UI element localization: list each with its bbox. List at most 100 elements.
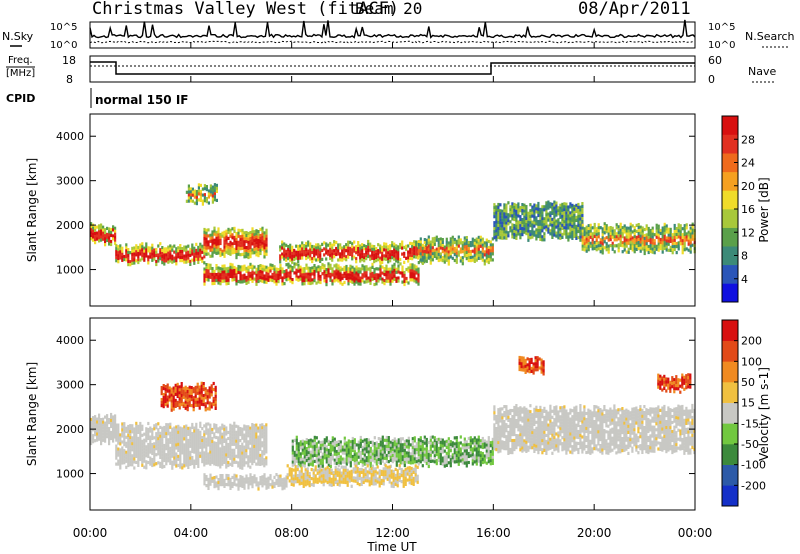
heatmap-cell: [391, 276, 394, 280]
heatmap-cell: [313, 435, 316, 439]
heatmap-cell: [603, 228, 606, 232]
heatmap-cell: [565, 229, 568, 233]
heatmap-cell: [449, 243, 452, 247]
heatmap-cell: [325, 439, 328, 443]
heatmap-cell: [585, 246, 588, 250]
heatmap-cell: [683, 242, 686, 246]
heatmap-cell: [207, 234, 210, 238]
heatmap-cell: [169, 434, 172, 438]
heatmap-cell: [176, 400, 179, 404]
heatmap-cell: [371, 271, 374, 275]
heatmap-cell: [193, 441, 196, 445]
heatmap-cell: [205, 231, 208, 235]
heatmap-cell: [377, 273, 380, 277]
heatmap-cell: [395, 247, 398, 251]
heatmap-cell: [671, 251, 674, 255]
heatmap-cell: [181, 433, 184, 437]
heatmap-cell: [279, 272, 282, 277]
heatmap-cell: [198, 388, 201, 392]
heatmap-cell: [195, 257, 198, 261]
heatmap-cell: [339, 461, 342, 465]
heatmap-cell: [539, 222, 542, 226]
heatmap-cell: [689, 250, 692, 254]
heatmap-cell: [209, 263, 212, 267]
heatmap-cell: [201, 448, 204, 452]
heatmap-cell: [217, 233, 220, 237]
heatmap-cell: [237, 264, 240, 269]
heatmap-cell: [311, 439, 314, 443]
heatmap-cell: [325, 283, 328, 287]
heatmap-cell: [537, 231, 540, 236]
heatmap-cell: [170, 399, 173, 403]
heatmap-cell: [447, 244, 450, 248]
heatmap-cell: [295, 456, 298, 460]
heatmap-cell: [121, 431, 124, 435]
heatmap-cell: [645, 224, 648, 228]
heatmap-cell: [381, 260, 384, 264]
heatmap-cell: [127, 260, 130, 264]
heatmap-cell: [223, 233, 226, 237]
heatmap-cell: [423, 247, 426, 251]
heatmap-cell: [100, 418, 103, 422]
heatmap-cell: [411, 443, 414, 447]
heatmap-cell: [579, 238, 582, 242]
heatmap-cell: [611, 235, 614, 239]
heatmap-cell: [309, 444, 312, 448]
heatmap-cell: [647, 232, 650, 237]
heatmap-cell: [309, 272, 312, 277]
heatmap-cell: [191, 422, 194, 427]
heatmap-cell: [297, 442, 300, 446]
heatmap-cell: [209, 233, 212, 237]
heatmap-cell: [209, 432, 212, 436]
heatmap-cell: [587, 242, 590, 246]
heatmap-cell: [221, 432, 224, 436]
heatmap-cell: [215, 459, 218, 464]
heatmap-cell: [691, 237, 694, 241]
heatmap-cell: [315, 457, 318, 461]
heatmap-cell: [371, 247, 374, 251]
heatmap-cell: [104, 427, 107, 431]
heatmap-cell: [212, 402, 215, 407]
heatmap-cell: [617, 246, 620, 250]
heatmap-cell: [585, 240, 588, 244]
heatmap-cell: [365, 274, 368, 278]
heatmap-cell: [193, 465, 196, 469]
heatmap-cell: [265, 271, 268, 275]
heatmap-cell: [493, 233, 496, 237]
heatmap-cell: [201, 193, 204, 197]
heatmap-cell: [299, 256, 302, 260]
heatmap-cell: [511, 235, 514, 239]
heatmap-cell: [201, 199, 204, 203]
heatmap-cell: [106, 432, 109, 436]
heatmap-cell: [393, 277, 396, 281]
heatmap-cell: [265, 234, 268, 238]
heatmap-cell: [213, 479, 216, 483]
heatmap-cell: [511, 208, 514, 212]
heatmap-cell: [383, 270, 386, 274]
heatmap-cell: [147, 460, 150, 465]
heatmap-cell: [171, 245, 174, 249]
heatmap-cell: [399, 262, 402, 266]
heatmap-cell: [307, 278, 310, 282]
heatmap-cell: [363, 447, 366, 451]
heatmap-cell: [159, 437, 162, 441]
heatmap-cell: [131, 430, 134, 434]
heatmap-cell: [289, 270, 292, 274]
heatmap-cell: [469, 445, 472, 449]
heatmap-cell: [137, 248, 140, 253]
heatmap-cell: [461, 443, 464, 447]
heatmap-cell: [655, 229, 658, 233]
heatmap-cell: [243, 234, 246, 238]
heatmap-cell: [375, 273, 378, 277]
heatmap-cell: [449, 237, 452, 241]
heatmap-cell: [157, 259, 160, 263]
heatmap-cell: [351, 448, 354, 453]
heatmap-cell: [421, 255, 424, 259]
heatmap-cell: [213, 250, 216, 254]
heatmap-cell: [673, 229, 676, 234]
heatmap-cell: [195, 461, 198, 465]
heatmap-cell: [539, 234, 542, 238]
heatmap-cell: [399, 245, 402, 250]
heatmap-cell: [207, 278, 210, 282]
heatmap-cell: [379, 274, 382, 278]
